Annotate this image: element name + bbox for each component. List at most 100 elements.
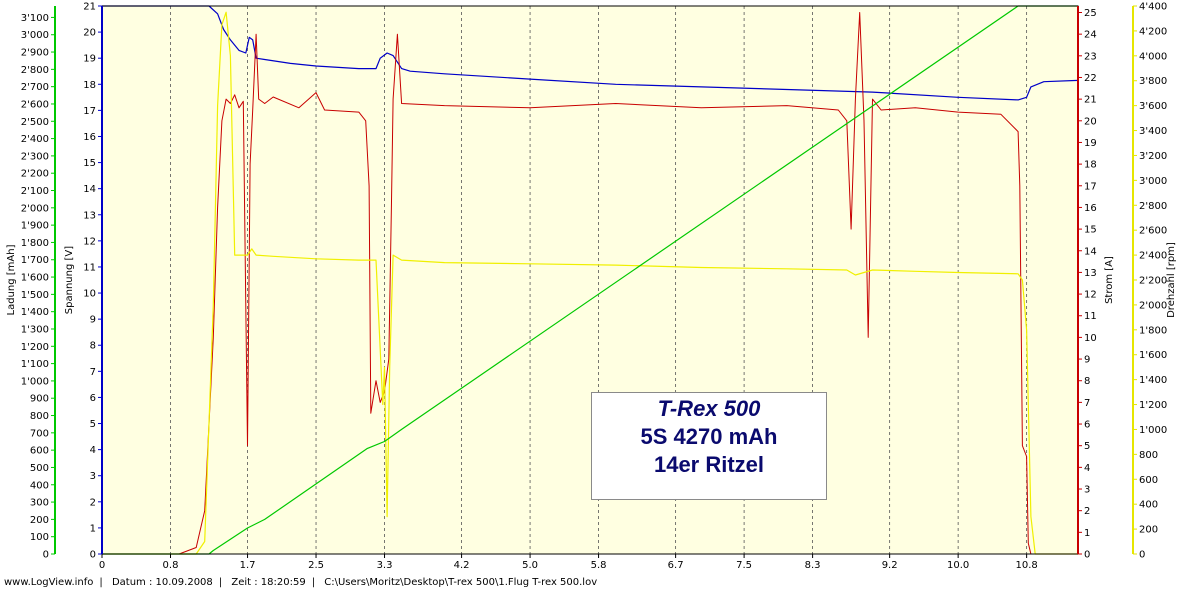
drehzahl-series-line <box>102 11 1078 555</box>
ladung-tick-label: 2'800 <box>21 65 49 76</box>
spannung-tick-label: 18 <box>83 80 96 91</box>
spannung-series-line <box>102 5 1079 101</box>
strom-tick-label: 14 <box>1084 246 1097 257</box>
ladung-tick-label: 300 <box>30 498 49 509</box>
footer-path: C:\Users\Moritz\Desktop\T-rex 500\1.Flug… <box>324 577 598 588</box>
spannung-tick-label: 4 <box>90 445 96 456</box>
x-tick-label: 10.0 <box>947 560 969 571</box>
spannung-tick-label: 11 <box>83 262 96 273</box>
strom-tick-label: 3 <box>1084 485 1090 496</box>
ladung-tick-label: 800 <box>30 411 49 422</box>
ladung-tick-label: 400 <box>30 480 49 491</box>
spannung-tick-label: 20 <box>83 28 96 39</box>
strom-tick-label: 0 <box>1084 550 1090 561</box>
x-tick-label: 1.7 <box>240 560 256 571</box>
x-tick-label: 0.8 <box>163 560 179 571</box>
drehzahl-tick-label: 3'400 <box>1139 126 1167 137</box>
ladung-axis-label: Ladung [mAh] <box>6 244 17 315</box>
spannung-tick-label: 8 <box>90 341 96 352</box>
spannung-tick-label: 1 <box>90 523 96 534</box>
plot-area <box>102 6 1078 554</box>
ladung-tick-label: 2'700 <box>21 82 49 93</box>
strom-tick-label: 22 <box>1084 73 1097 84</box>
strom-tick-label: 12 <box>1084 290 1097 301</box>
spannung-tick-label: 14 <box>83 184 96 195</box>
ladung-tick-label: 1'600 <box>21 273 49 284</box>
strom-axis: 0123456789101112131415161718192021222324… <box>1077 6 1115 561</box>
drehzahl-tick-label: 2'800 <box>1139 201 1167 212</box>
x-tick-label: 6.7 <box>668 560 684 571</box>
ladung-tick-label: 1'700 <box>21 255 49 266</box>
drehzahl-tick-label: 1'800 <box>1139 325 1167 336</box>
spannung-tick-label: 9 <box>90 315 96 326</box>
spannung-tick-label: 6 <box>90 393 96 404</box>
strom-tick-label: 7 <box>1084 398 1090 409</box>
strom-tick-label: 10 <box>1084 333 1097 344</box>
ladung-tick-label: 2'900 <box>21 48 49 59</box>
ladung-tick-label: 1'000 <box>21 376 49 387</box>
footer-time: Zeit : 18:20:59 <box>231 577 306 588</box>
spannung-tick-label: 2 <box>90 497 96 508</box>
drehzahl-tick-label: 4'400 <box>1139 2 1167 13</box>
drehzahl-tick-label: 2'400 <box>1139 251 1167 262</box>
spannung-tick-label: 19 <box>83 54 96 65</box>
ladung-tick-label: 0 <box>43 550 49 561</box>
ladung-tick-label: 1'900 <box>21 221 49 232</box>
strom-axis-label: Strom [A] <box>1104 256 1115 304</box>
ladung-tick-label: 1'300 <box>21 324 49 335</box>
drehzahl-tick-label: 600 <box>1139 475 1158 486</box>
strom-tick-label: 17 <box>1084 181 1097 192</box>
spannung-tick-label: 16 <box>83 132 96 143</box>
spannung-tick-label: 21 <box>83 2 96 13</box>
battery-info: 5S 4270 mAh <box>640 424 778 449</box>
ladung-tick-label: 500 <box>30 463 49 474</box>
strom-tick-label: 19 <box>1084 138 1097 149</box>
strom-tick-label: 1 <box>1084 528 1090 539</box>
ladung-tick-label: 3'100 <box>21 13 49 24</box>
ladung-series-line <box>102 5 1078 555</box>
strom-tick-label: 13 <box>1084 268 1097 279</box>
drehzahl-tick-label: 800 <box>1139 450 1158 461</box>
x-tick-label: 7.5 <box>736 560 752 571</box>
spannung-tick-label: 10 <box>83 289 96 300</box>
drehzahl-axis: 0 200 400 600 800 1'000 1'200 1'400 1'600 1'800 2'… <box>1132 2 1177 561</box>
ladung-tick-label: 2'000 <box>21 203 49 214</box>
drehzahl-tick-label: 200 <box>1139 525 1158 536</box>
x-tick-label: 2.5 <box>308 560 324 571</box>
spannung-tick-label: 13 <box>83 210 96 221</box>
strom-tick-label: 16 <box>1084 203 1097 214</box>
drehzahl-tick-label: 1'200 <box>1139 400 1167 411</box>
drehzahl-tick-label: 1'000 <box>1139 425 1167 436</box>
strom-tick-label: 9 <box>1084 355 1090 366</box>
spannung-tick-label: 7 <box>90 367 96 378</box>
ladung-tick-label: 2'300 <box>21 151 49 162</box>
spannung-tick-label: 0 <box>90 550 96 561</box>
strom-tick-label: 25 <box>1084 8 1097 19</box>
ladung-tick-label: 2'100 <box>21 186 49 197</box>
x-axis: 0 0.8 1.7 2.5 3.3 4.2 5.0 5.8 6.7 7.5 8.3 9.2 10.0 10… <box>99 554 1038 571</box>
x-tick-label: 4.2 <box>454 560 470 571</box>
spannung-axis-label: Spannung [V] <box>64 246 75 314</box>
spannung-tick-label: 3 <box>90 471 96 482</box>
footer-date: Datum : 10.09.2008 <box>111 577 213 588</box>
drehzahl-tick-label: 4'000 <box>1139 51 1167 62</box>
ladung-tick-label: 700 <box>30 428 49 439</box>
spannung-tick-label: 17 <box>83 106 96 117</box>
x-tick-label: 5.8 <box>591 560 607 571</box>
ladung-tick-label: 2'400 <box>21 134 49 145</box>
ladung-tick-label: 2'500 <box>21 117 49 128</box>
strom-tick-label: 8 <box>1084 376 1090 387</box>
drehzahl-tick-label: 3'200 <box>1139 151 1167 162</box>
strom-tick-label: 18 <box>1084 160 1097 171</box>
ladung-tick-label: 1'100 <box>21 359 49 370</box>
spannung-tick-label: 15 <box>83 158 96 169</box>
x-tick-label: 10.8 <box>1015 560 1037 571</box>
strom-tick-label: 6 <box>1084 420 1090 431</box>
ladung-tick-label: 100 <box>30 532 49 543</box>
drehzahl-tick-label: 3'000 <box>1139 176 1167 187</box>
model-name: T-Rex 500 <box>657 396 761 421</box>
x-tick-label: 8.3 <box>805 560 821 571</box>
x-tick-label: 3.3 <box>377 560 393 571</box>
strom-tick-label: 24 <box>1084 30 1097 41</box>
ladung-tick-label: 600 <box>30 446 49 457</box>
